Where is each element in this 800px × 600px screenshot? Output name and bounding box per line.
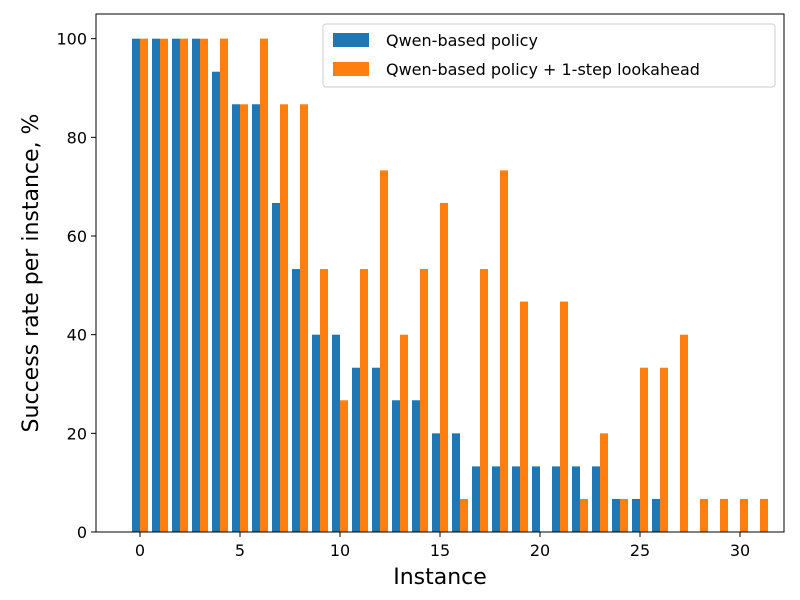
bar-series-2-instance-13 [400, 334, 408, 532]
x-tick-label: 30 [730, 541, 750, 560]
x-tick-label: 25 [630, 541, 650, 560]
bar-series-1-instance-14 [412, 400, 420, 532]
bar-series-2-instance-10 [340, 400, 348, 532]
y-axis-label: Success rate per instance, % [19, 114, 44, 433]
bar-series-2-instance-4 [220, 38, 228, 533]
legend-box [322, 23, 776, 88]
y-tick-label: 60 [67, 227, 87, 246]
bar-series-1-instance-20 [532, 466, 540, 532]
x-tick-label: 0 [135, 541, 145, 560]
bar-series-1-instance-7 [272, 202, 280, 532]
y-tick-label: 40 [67, 326, 87, 345]
bar-series-2-instance-3 [200, 38, 208, 533]
bars-group [132, 38, 768, 533]
bar-series-1-instance-3 [192, 38, 200, 533]
bar-series-1-instance-1 [152, 38, 160, 533]
bar-series-2-instance-18 [500, 170, 508, 532]
bar-series-2-instance-14 [420, 269, 428, 532]
bar-series-2-instance-26 [660, 367, 668, 532]
bar-series-2-instance-9 [320, 269, 328, 532]
legend-swatch-series-1 [333, 33, 369, 47]
y-tick-label: 20 [67, 424, 87, 443]
legend-label-series-1: Qwen-based policy [386, 31, 538, 50]
x-axis-ticks: 0 5 10 15 20 25 30 [135, 532, 750, 560]
bar-series-2-instance-22 [580, 498, 588, 532]
y-tick-label: 80 [67, 128, 87, 147]
bar-series-1-instance-0 [132, 38, 140, 533]
bar-series-2-instance-17 [480, 269, 488, 532]
x-tick-label: 15 [430, 541, 450, 560]
bar-series-1-instance-24 [612, 498, 620, 532]
bar-series-1-instance-12 [372, 367, 380, 532]
bar-series-2-instance-29 [720, 498, 728, 532]
bar-series-1-instance-13 [392, 400, 400, 532]
bar-series-1-instance-15 [432, 433, 440, 532]
bar-series-2-instance-16 [460, 498, 468, 532]
bar-series-2-instance-31 [760, 498, 768, 532]
bar-series-1-instance-8 [292, 269, 300, 532]
legend-swatch-series-2 [333, 62, 369, 76]
bar-series-2-instance-28 [700, 498, 708, 532]
bar-series-1-instance-26 [652, 498, 660, 532]
bar-series-2-instance-8 [300, 104, 308, 532]
bar-series-1-instance-6 [252, 104, 260, 532]
bar-series-2-instance-1 [160, 38, 168, 533]
bar-series-2-instance-2 [180, 38, 188, 533]
bar-series-1-instance-23 [592, 466, 600, 532]
bar-series-2-instance-23 [600, 433, 608, 532]
bar-series-2-instance-30 [740, 498, 748, 532]
legend: Qwen-based policy Qwen-based policy + 1-… [322, 23, 776, 88]
bar-series-2-instance-24 [620, 498, 628, 532]
bar-series-2-instance-21 [560, 301, 568, 532]
x-axis-label: Instance [393, 565, 487, 590]
bar-series-1-instance-11 [352, 367, 360, 532]
bar-series-1-instance-10 [332, 334, 340, 532]
bar-series-2-instance-27 [680, 334, 688, 532]
bar-series-2-instance-11 [360, 269, 368, 532]
bar-series-2-instance-6 [260, 38, 268, 533]
bar-series-1-instance-4 [212, 71, 220, 532]
bar-series-2-instance-19 [520, 301, 528, 532]
bar-series-1-instance-22 [572, 466, 580, 532]
x-tick-label: 20 [530, 541, 550, 560]
bar-series-1-instance-19 [512, 466, 520, 532]
bar-series-2-instance-25 [640, 367, 648, 532]
bar-series-1-instance-16 [452, 433, 460, 532]
bar-series-1-instance-5 [232, 104, 240, 532]
y-tick-label: 100 [56, 30, 87, 49]
bar-series-2-instance-15 [440, 202, 448, 532]
bar-series-2-instance-12 [380, 170, 388, 532]
y-tick-label: 0 [77, 523, 87, 542]
bar-series-2-instance-5 [240, 104, 248, 532]
bar-series-2-instance-0 [140, 38, 148, 533]
bar-series-2-instance-7 [280, 104, 288, 532]
bar-series-1-instance-25 [632, 498, 640, 532]
legend-label-series-2: Qwen-based policy + 1-step lookahead [386, 60, 700, 79]
bar-series-1-instance-9 [312, 334, 320, 532]
bar-series-1-instance-17 [472, 466, 480, 532]
bar-series-1-instance-18 [492, 466, 500, 532]
bar-series-1-instance-21 [552, 466, 560, 532]
y-axis-ticks: 0 20 40 60 80 100 [56, 30, 96, 542]
bar-series-1-instance-2 [172, 38, 180, 533]
x-tick-label: 5 [235, 541, 245, 560]
x-tick-label: 10 [330, 541, 350, 560]
